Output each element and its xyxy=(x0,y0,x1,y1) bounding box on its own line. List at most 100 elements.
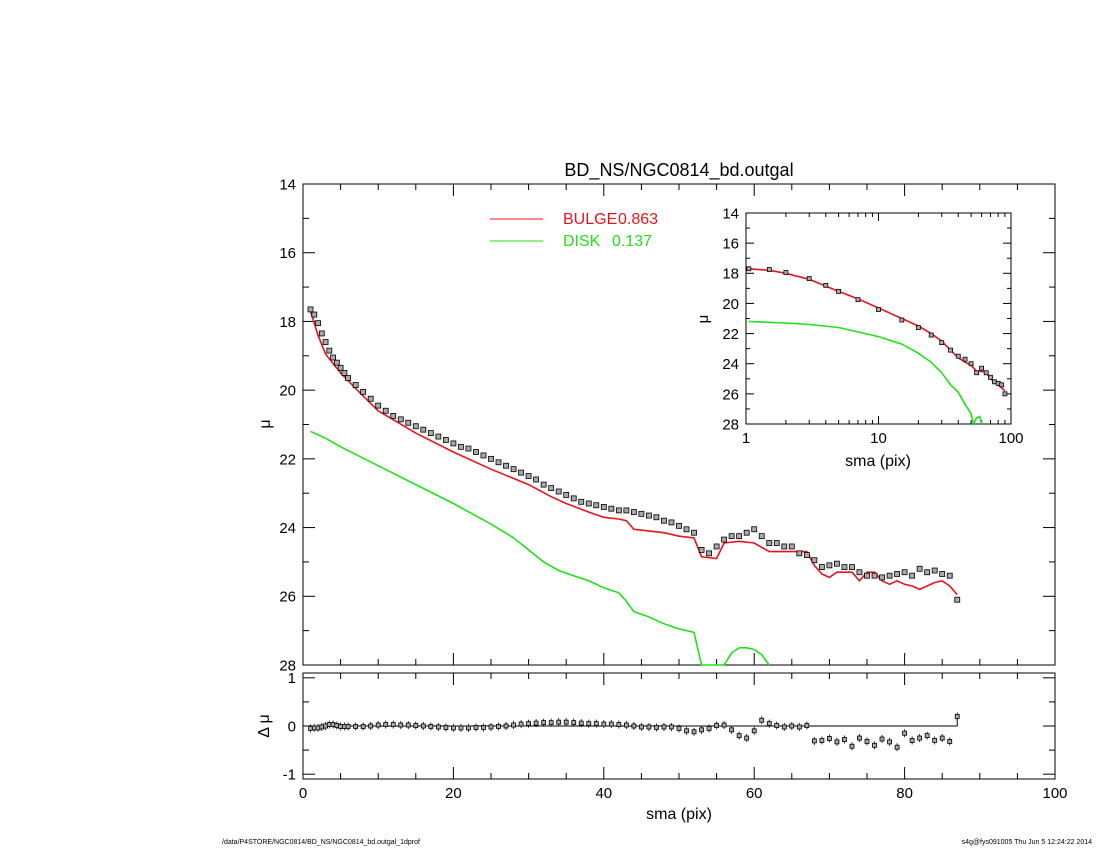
residual-point xyxy=(503,723,509,729)
data-point xyxy=(691,529,697,536)
y-tick-label: 20 xyxy=(279,383,296,400)
residual-point xyxy=(541,720,547,726)
residual-point xyxy=(781,724,787,730)
residual-panel: 0 20 40 60 80 100-101 sma (pix) Δ μ xyxy=(256,670,1068,823)
residual-point xyxy=(684,728,689,734)
data-point xyxy=(420,426,427,433)
data-point xyxy=(676,522,682,529)
residual-point xyxy=(924,733,930,739)
residual-point xyxy=(902,730,907,736)
data-point xyxy=(924,569,931,576)
data-point xyxy=(548,485,555,491)
data-point xyxy=(360,388,367,395)
data-point xyxy=(435,433,442,440)
residual-point xyxy=(345,724,351,729)
y-tick-label: 14 xyxy=(279,176,296,193)
data-point xyxy=(480,452,487,459)
x-tick-label: 10 xyxy=(870,430,887,447)
residual-point xyxy=(872,742,877,748)
residual-point xyxy=(714,723,719,728)
residual-point xyxy=(616,722,622,727)
residual-point xyxy=(909,738,915,743)
x-tick-label: 80 xyxy=(896,785,913,802)
residual-point xyxy=(631,723,637,729)
inset-data-point xyxy=(746,266,752,272)
data-point xyxy=(518,469,524,476)
residual-point xyxy=(804,723,810,728)
inset-data-point xyxy=(766,267,772,272)
data-point xyxy=(412,423,419,430)
y-tick-label: 22 xyxy=(279,451,296,468)
inset-plot-frame xyxy=(745,212,1012,425)
data-point xyxy=(397,416,404,423)
inset-data-point xyxy=(823,282,829,288)
residual-point xyxy=(413,723,419,728)
residual-point xyxy=(390,722,396,727)
residual-point xyxy=(398,722,404,728)
x-tick-label: 1 xyxy=(742,430,750,447)
residual-point xyxy=(654,725,659,730)
residual-point xyxy=(608,721,614,727)
residual-point xyxy=(593,721,599,726)
residual-point xyxy=(556,719,562,725)
data-point xyxy=(668,519,675,526)
data-point xyxy=(578,498,585,505)
data-point xyxy=(946,572,953,579)
residual-x-axis-label: sma (pix) xyxy=(646,806,712,823)
data-point xyxy=(330,354,336,361)
residual-point xyxy=(488,724,494,730)
data-point xyxy=(834,560,840,567)
residual-point xyxy=(623,722,629,728)
inset-data-point xyxy=(999,382,1005,388)
data-point xyxy=(352,382,359,388)
residual-point xyxy=(601,721,607,727)
footer-file-path: /data/P4STORE/NGC0814/BD_NS/NGC0814_bd.o… xyxy=(222,839,420,846)
data-point xyxy=(495,459,502,466)
residual-y-axis-label: Δ μ xyxy=(256,714,273,737)
data-point xyxy=(909,572,916,579)
residual-point xyxy=(639,724,644,730)
data-point xyxy=(653,514,660,521)
y-tick-label: 18 xyxy=(722,266,739,283)
residual-point xyxy=(932,738,938,743)
data-point xyxy=(954,596,961,603)
residual-point xyxy=(518,721,524,727)
data-point xyxy=(333,359,340,366)
residual-point xyxy=(939,735,945,741)
data-point xyxy=(473,449,479,455)
main-ticks: 14 16 18 20 22 24 26 28 xyxy=(279,176,1056,674)
data-point xyxy=(341,370,348,376)
residual-point xyxy=(954,713,960,719)
data-point xyxy=(879,574,885,581)
data-point xyxy=(405,419,412,426)
data-point xyxy=(585,500,592,507)
x-tick-label: 60 xyxy=(746,785,763,802)
residual-point xyxy=(819,738,825,743)
data-point xyxy=(540,481,547,488)
residual-point xyxy=(511,722,516,728)
residual-point xyxy=(834,739,840,745)
data-point xyxy=(751,526,758,533)
residual-point xyxy=(578,720,584,726)
residual-point xyxy=(646,724,652,730)
data-point xyxy=(788,543,795,550)
y-tick-label: 16 xyxy=(279,245,296,262)
data-point xyxy=(811,557,818,564)
residual-point xyxy=(466,725,471,731)
data-point xyxy=(488,455,494,462)
data-point xyxy=(318,330,325,337)
bulge-line xyxy=(309,310,958,596)
data-point xyxy=(698,547,705,553)
data-point xyxy=(442,437,449,443)
y-tick-label: 28 xyxy=(722,416,739,433)
y-tick-label: 18 xyxy=(279,314,296,331)
data-point xyxy=(465,445,472,452)
residual-point xyxy=(796,724,802,730)
data-point xyxy=(886,572,893,579)
inset-data-point xyxy=(974,370,979,376)
data-point xyxy=(326,347,333,354)
y-tick-label: 22 xyxy=(722,326,739,343)
data-point xyxy=(630,509,637,516)
inset-data-point xyxy=(979,365,985,371)
data-point xyxy=(894,571,900,577)
